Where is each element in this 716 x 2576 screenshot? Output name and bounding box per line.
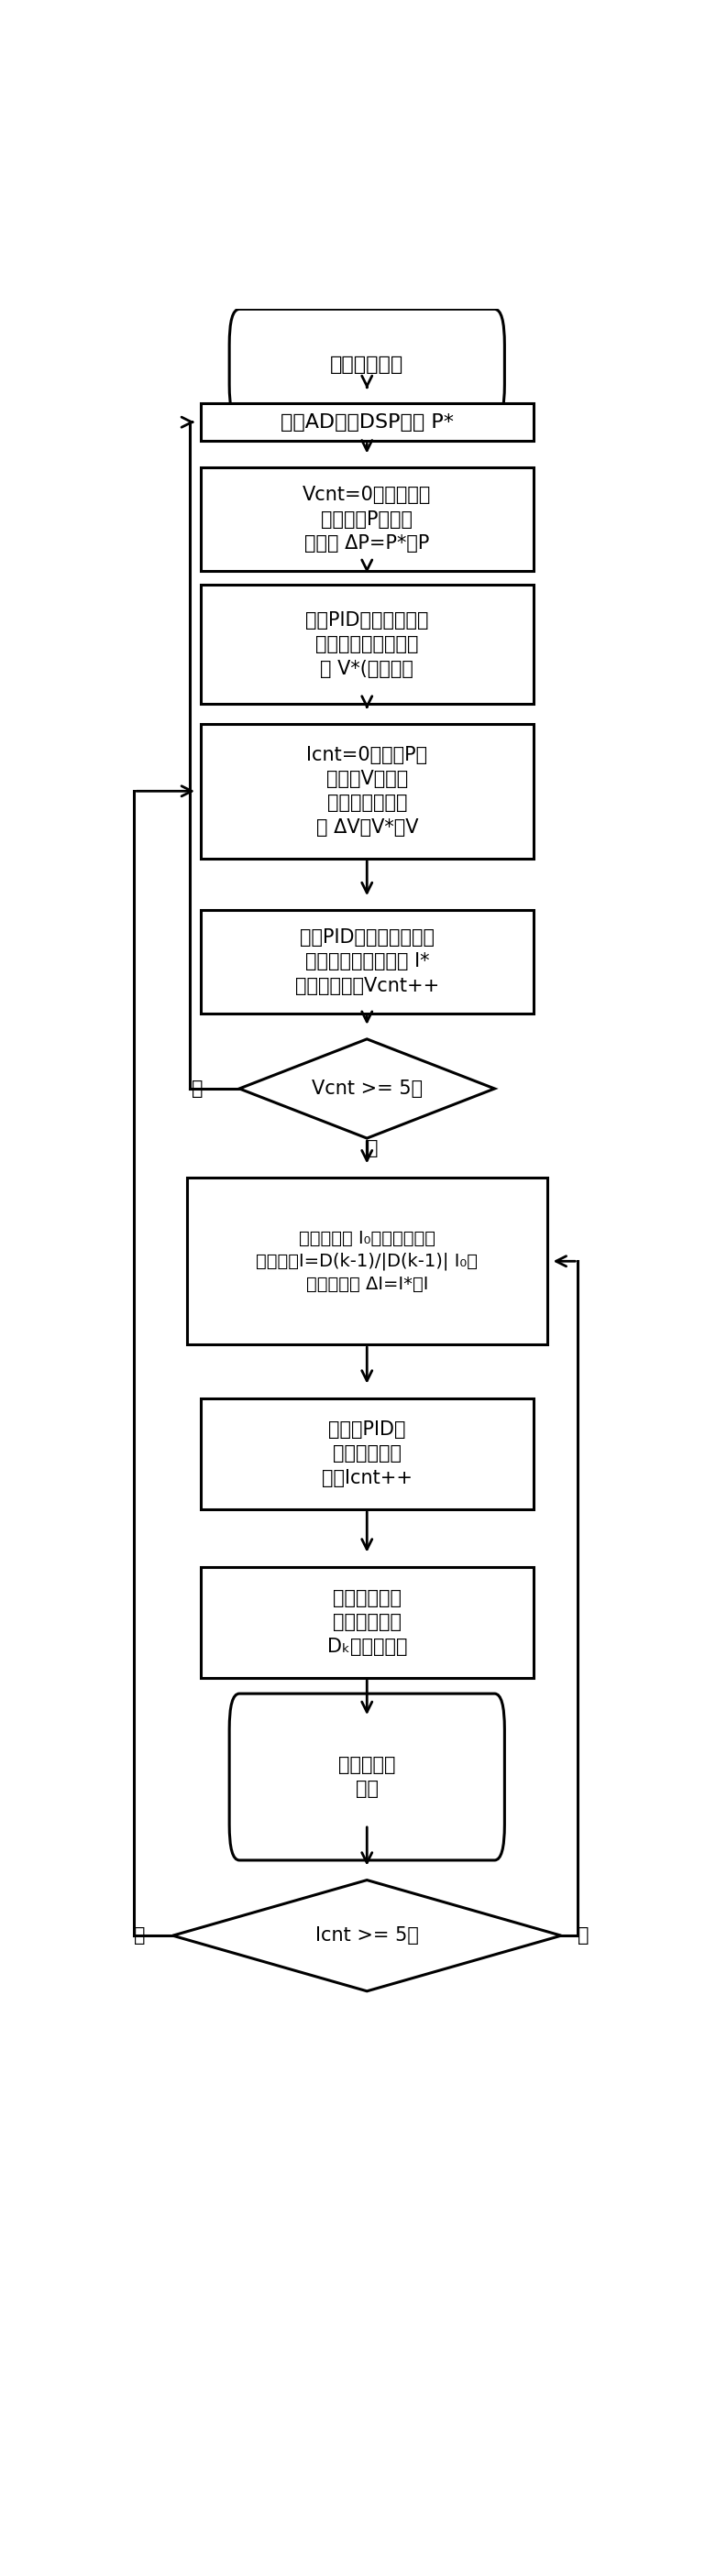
Bar: [200, 1399, 533, 1510]
Bar: [200, 585, 533, 703]
Text: Icnt=0，根据P计
算转速V（有正
负），求速度偏
差 ΔV＝V*－V: Icnt=0，根据P计 算转速V（有正 负），求速度偏 差 ΔV＝V*－V: [306, 744, 427, 837]
Text: 电机及执行
机构: 电机及执行 机构: [338, 1757, 396, 1798]
Bar: [200, 724, 533, 858]
Text: 将电流环输出
变换为占空比
Dₖ（有正负）: 将电流环输出 变换为占空比 Dₖ（有正负）: [326, 1589, 407, 1656]
Text: 否: 否: [578, 1927, 589, 1945]
FancyBboxPatch shape: [229, 309, 505, 420]
Text: Vcnt=0，读取位置
反馈信号P，求位
置偏差 ΔP=P*－P: Vcnt=0，读取位置 反馈信号P，求位 置偏差 ΔP=P*－P: [303, 487, 431, 554]
Text: 母线电流为 I₀（标量），电
流反馈为I=D(k-1)/|D(k-1)| I₀，
求电流偏差 ΔI=I*－I: 母线电流为 I₀（标量），电 流反馈为I=D(k-1)/|D(k-1)| I₀，…: [256, 1229, 478, 1293]
Text: 否: 否: [367, 1139, 379, 1157]
FancyBboxPatch shape: [229, 1692, 505, 1860]
Text: Icnt >= 5？: Icnt >= 5？: [315, 1927, 419, 1945]
Text: 是: 是: [192, 1079, 203, 1097]
Bar: [200, 1566, 533, 1677]
Text: Vcnt >= 5？: Vcnt >= 5？: [311, 1079, 422, 1097]
Polygon shape: [173, 1880, 561, 1991]
Polygon shape: [239, 1038, 495, 1139]
Text: 通过AD送入DSP，为 P*: 通过AD送入DSP，为 P*: [281, 412, 453, 430]
Bar: [200, 469, 533, 572]
Text: 是: 是: [134, 1927, 145, 1945]
Text: 电流环PID调
节，输出有正
负，Icnt++: 电流环PID调 节，输出有正 负，Icnt++: [321, 1419, 412, 1486]
Bar: [187, 1177, 547, 1345]
Text: 模拟位置给定: 模拟位置给定: [330, 355, 404, 374]
Text: 速度PID调节，得到速度
环输出即电流环给定 I*
（有正负），Vcnt++: 速度PID调节，得到速度 环输出即电流环给定 I* （有正负），Vcnt++: [295, 927, 439, 994]
Bar: [200, 909, 533, 1012]
Bar: [200, 404, 533, 440]
Text: 位置PID调节，得到位
置环输出即转速环给
定 V*(有正负）: 位置PID调节，得到位 置环输出即转速环给 定 V*(有正负）: [305, 611, 429, 677]
